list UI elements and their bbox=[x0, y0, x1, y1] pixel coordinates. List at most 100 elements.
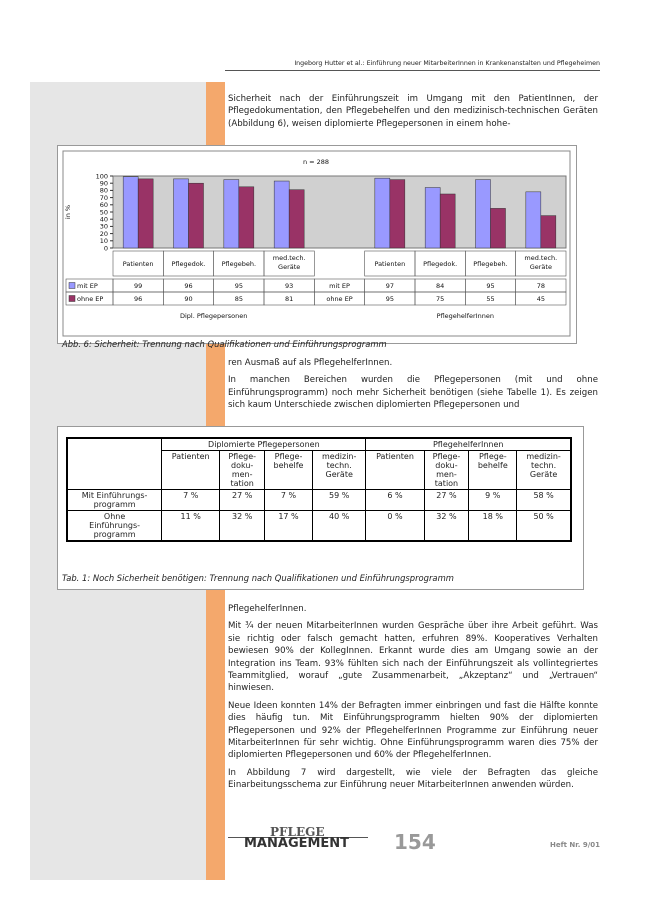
table-cell: 40 % bbox=[311, 510, 367, 542]
table-column-header: Pflege- doku- men- tation bbox=[423, 450, 470, 490]
table-caption: Tab. 1: Noch Sicherheit benötigen: Trenn… bbox=[62, 573, 454, 583]
bar bbox=[525, 191, 542, 249]
bar bbox=[490, 208, 506, 249]
y-tick-label: 30 bbox=[100, 223, 108, 231]
bar bbox=[122, 176, 139, 249]
bar bbox=[238, 186, 255, 249]
table-box: Diplomierte Pflegepersonen PflegehelferIn… bbox=[57, 426, 584, 590]
category-cell bbox=[515, 250, 567, 277]
running-title: Ingeborg Hutter et al.: Einführung neuer… bbox=[225, 60, 600, 71]
category-label: Pflegedok. bbox=[423, 260, 457, 268]
data-value: 81 bbox=[285, 295, 293, 303]
paragraph: Neue Ideen konnten 14% der Befragten imm… bbox=[228, 700, 598, 761]
figure-caption: Abb. 6: Sicherheit: Trennung nach Qualif… bbox=[62, 339, 387, 349]
table-column-header: medizin- techn. Geräte bbox=[516, 450, 572, 490]
legend-label: ohne EP bbox=[77, 295, 103, 303]
table-column-header: Pflege- behelfe bbox=[468, 450, 518, 490]
paragraph: PflegehelferInnen. bbox=[228, 604, 307, 614]
data-value: 55 bbox=[486, 295, 494, 303]
page-number: 154 bbox=[394, 830, 436, 854]
figure: n = 288 in % 0 10 20 30 40 50 60 70 80 90 100 Patie… bbox=[57, 145, 577, 344]
footer: PFLEGE MANAGEMENT 154 Heft Nr. 9/01 bbox=[228, 825, 600, 857]
bar bbox=[439, 193, 456, 249]
legend-label: mit EP bbox=[77, 282, 98, 290]
table-cell: 9 % bbox=[468, 489, 518, 511]
table: Diplomierte Pflegepersonen PflegehelferIn… bbox=[66, 437, 572, 542]
group-label: Dipl. Pflegepersonen bbox=[180, 312, 247, 320]
paragraph: ren Ausmaß auf als PflegehelferInnen. bbox=[228, 358, 393, 368]
data-value: 85 bbox=[235, 295, 243, 303]
y-tick-label: 40 bbox=[100, 216, 108, 224]
bar bbox=[137, 178, 154, 249]
row-label: ohne EP bbox=[326, 295, 352, 303]
data-value: 95 bbox=[386, 295, 394, 303]
y-axis-label: in % bbox=[64, 205, 72, 219]
table-row: Ohne Einführungs- programm 11 % 32 % 17 % 40… bbox=[66, 510, 572, 542]
text-block: PflegehelferInnen. Mit ¾ der neuen Mitarb… bbox=[228, 603, 598, 797]
data-value: 78 bbox=[537, 282, 545, 290]
y-tick-label: 10 bbox=[100, 237, 108, 245]
paragraph: In Abbildung 7 wird dargestellt, wie vie… bbox=[228, 767, 598, 791]
y-tick-label: 70 bbox=[100, 194, 108, 202]
chart-title: n = 288 bbox=[303, 158, 329, 166]
chart: n = 288 in % 0102030405060708090100Patie… bbox=[62, 150, 571, 337]
table-column-header: Pflege- behelfe bbox=[264, 450, 313, 490]
table-cell: 7 % bbox=[264, 489, 313, 511]
category-label: Pflegebeh. bbox=[222, 260, 256, 268]
table-group-header: Diplomierte Pflegepersonen bbox=[161, 437, 367, 451]
category-label-line: Geräte bbox=[278, 263, 300, 271]
data-value: 84 bbox=[436, 282, 444, 290]
bar bbox=[540, 215, 557, 249]
logo-top: PFLEGE bbox=[270, 825, 325, 839]
paragraph: Sicherheit nach der Einführungszeit im U… bbox=[228, 94, 598, 129]
table-row-header: Mit Einführungs- programm bbox=[66, 489, 163, 511]
paragraph: In manchen Bereichen wurden die Pflegepe… bbox=[228, 375, 598, 411]
bar bbox=[389, 179, 406, 249]
category-label: med.tech. Geräte bbox=[524, 254, 557, 271]
y-tick-label: 80 bbox=[100, 187, 108, 195]
table-column-header: Pflege- doku- men- tation bbox=[219, 450, 266, 490]
data-cell bbox=[515, 291, 567, 306]
bar bbox=[475, 179, 491, 249]
category-label-line: med.tech. bbox=[273, 254, 306, 262]
table-cell: 7 % bbox=[161, 489, 221, 511]
y-tick-label: 20 bbox=[100, 230, 108, 238]
bar bbox=[188, 182, 204, 249]
table-group-header: PflegehelferInnen bbox=[365, 437, 572, 451]
row-label: mit EP bbox=[329, 282, 350, 290]
table-row: Diplomierte Pflegepersonen PflegehelferIn… bbox=[66, 437, 572, 490]
category-label: Patienten bbox=[374, 260, 405, 268]
y-tick-label: 0 bbox=[104, 244, 108, 252]
table-cell: 27 % bbox=[219, 489, 266, 511]
issue: Heft Nr. 9/01 bbox=[549, 841, 600, 849]
table-cell: 32 % bbox=[219, 510, 266, 542]
bar bbox=[374, 177, 391, 249]
logo-rule bbox=[228, 837, 368, 838]
table-cell: 11 % bbox=[161, 510, 221, 542]
table-row: Mit Einführungs- programm 7 % 27 % 7 % 59 % 6… bbox=[66, 489, 572, 511]
category-label-line: med.tech. bbox=[524, 254, 557, 262]
data-cell bbox=[263, 291, 315, 306]
data-value: 96 bbox=[184, 282, 192, 290]
data-value: 45 bbox=[537, 295, 545, 303]
bar bbox=[223, 179, 240, 249]
y-tick-label: 60 bbox=[100, 201, 108, 209]
table-cell: 27 % bbox=[423, 489, 470, 511]
table-cell: 17 % bbox=[264, 510, 313, 542]
y-tick-label: 100 bbox=[96, 172, 108, 180]
data-value: 96 bbox=[134, 295, 142, 303]
table-cell: 50 % bbox=[516, 510, 572, 542]
table-cell: 0 % bbox=[365, 510, 425, 542]
group-label: PflegehelferInnen bbox=[437, 312, 494, 320]
bar bbox=[173, 178, 189, 249]
category-label: Patienten bbox=[123, 260, 154, 268]
category-label: Pflegebeh. bbox=[473, 260, 507, 268]
category-cell bbox=[263, 250, 315, 277]
category-label: med.tech. Geräte bbox=[273, 254, 306, 271]
legend-swatch bbox=[68, 282, 76, 289]
text-block: ren Ausmaß auf als PflegehelferInnen. In … bbox=[228, 357, 598, 417]
text-block: Sicherheit nach der Einführungszeit im U… bbox=[228, 93, 598, 135]
bar bbox=[288, 189, 305, 249]
table-cell: 18 % bbox=[468, 510, 518, 542]
